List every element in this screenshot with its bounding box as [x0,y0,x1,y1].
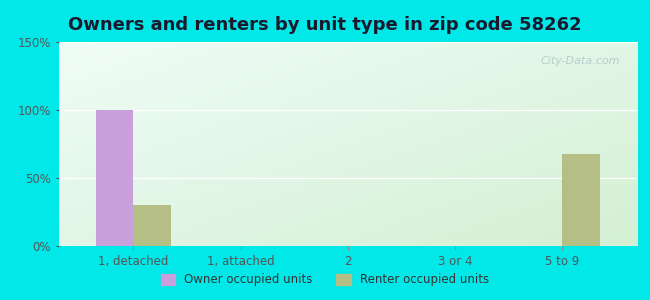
Text: Owners and renters by unit type in zip code 58262: Owners and renters by unit type in zip c… [68,16,582,34]
Bar [133,205,171,246]
Legend: Owner occupied units, Renter occupied units: Owner occupied units, Renter occupied un… [156,269,494,291]
Bar [562,154,599,246]
Bar [96,110,133,246]
Text: City-Data.com: City-Data.com [540,56,619,66]
